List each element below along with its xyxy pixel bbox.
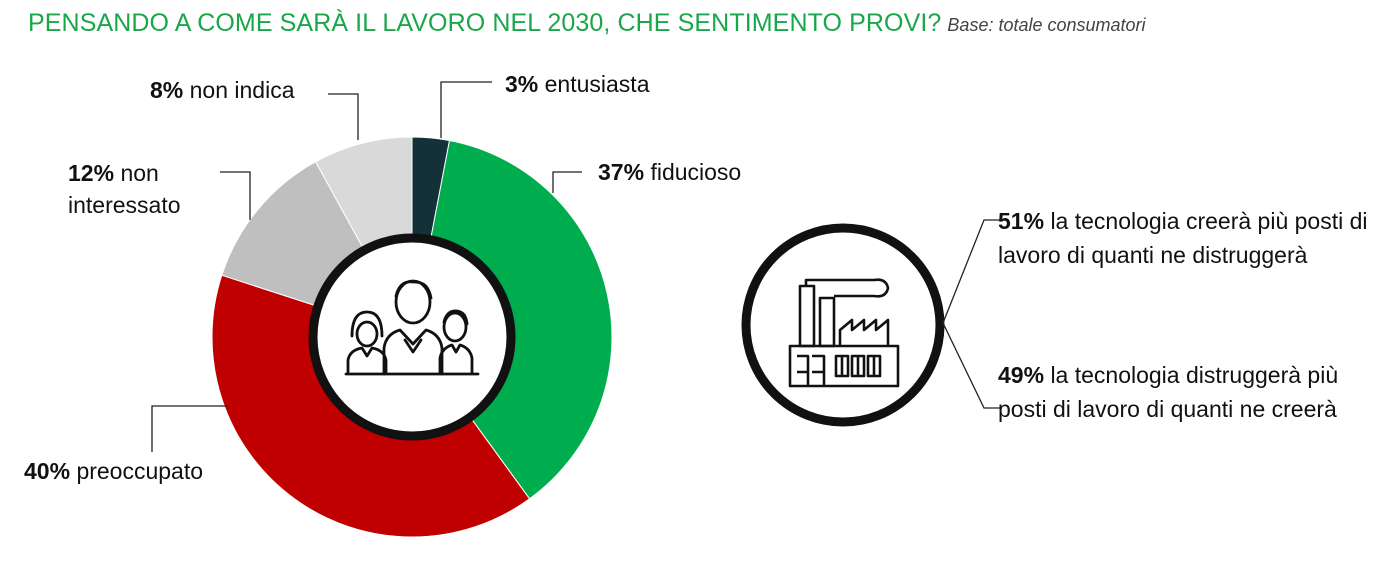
slice-label-entusiasta: 3% entusiasta	[505, 68, 650, 100]
slice-pct: 40%	[24, 458, 71, 484]
slice-pct: 3%	[505, 71, 539, 97]
statement-text: la tecnologia distruggerà più posti di l…	[998, 362, 1339, 422]
tech-statement-destroy: 49% la tecnologia distruggerà più posti …	[998, 358, 1373, 426]
factory-icon	[788, 278, 900, 388]
slice-text: entusiasta	[544, 71, 650, 97]
leader-lines	[151, 81, 582, 452]
leader-preoccupato	[151, 405, 228, 452]
slice-label-preoccupato: 40% preoccupato	[24, 455, 203, 487]
factory-ring	[741, 223, 945, 427]
statement-text: la tecnologia creerà più posti di lavoro…	[998, 208, 1368, 268]
leader-fiducioso	[552, 171, 582, 193]
leader-non-indica	[328, 93, 359, 140]
slice-label-fiducioso: 37% fiducioso	[598, 156, 741, 188]
slice-label-non-interessato: 12% non interessato	[68, 157, 218, 221]
slice-label-non-indica: 8% non indica	[150, 74, 295, 106]
base-note: Base: totale consumatori	[947, 15, 1146, 35]
factory-leader-lines	[942, 219, 1002, 409]
tech-statement-create: 51% la tecnologia creerà più posti di la…	[998, 204, 1373, 272]
statement-pct: 49%	[998, 362, 1045, 388]
slice-text: fiducioso	[650, 159, 742, 185]
page-title: PENSANDO A COME SARÀ IL LAVORO NEL 2030,…	[28, 9, 942, 37]
slice-pct: 12%	[68, 160, 115, 186]
donut-center-ring	[308, 233, 516, 441]
slice-text: non indica	[189, 77, 295, 103]
statement-pct: 51%	[998, 208, 1045, 234]
leader-non-interessato	[220, 171, 251, 220]
people-group-icon	[344, 279, 480, 376]
slice-pct: 37%	[598, 159, 645, 185]
slice-text: non interessato	[68, 160, 181, 218]
header: PENSANDO A COME SARÀ IL LAVORO NEL 2030,…	[28, 9, 1146, 38]
slice-text: preoccupato	[76, 458, 204, 484]
slice-pct: 8%	[150, 77, 184, 103]
leader-entusiasta	[440, 81, 492, 138]
